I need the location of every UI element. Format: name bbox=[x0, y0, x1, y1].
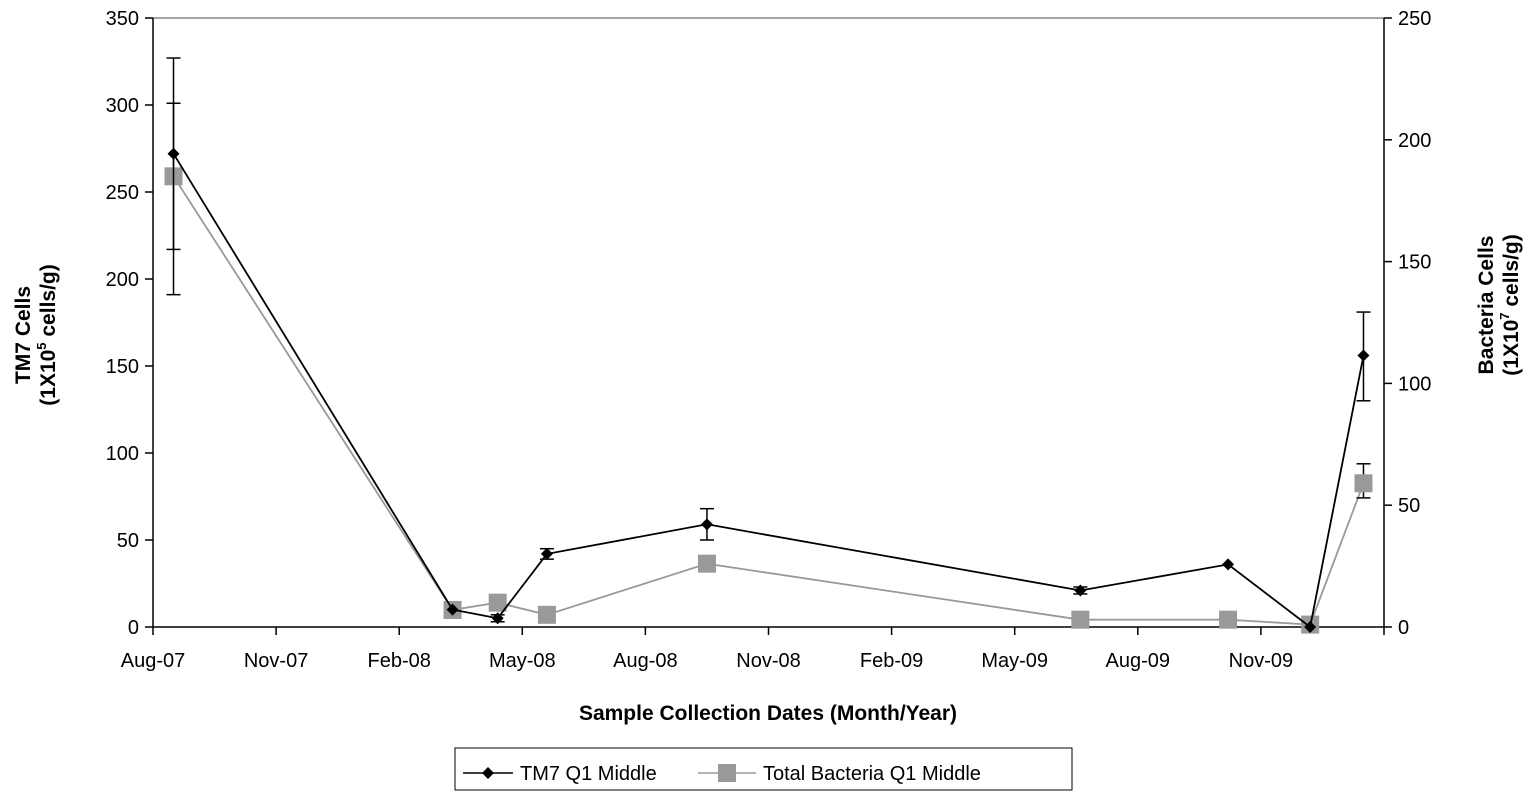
data-point-bacteria bbox=[1219, 610, 1238, 629]
left-y-tick-label: 0 bbox=[128, 617, 139, 639]
right-y-axis-title-line2: (1X107 cells/g) bbox=[1497, 234, 1523, 375]
series-layer bbox=[164, 57, 1373, 634]
legend: TM7 Q1 Middle Total Bacteria Q1 Middle bbox=[454, 747, 1073, 791]
x-tick-label: Nov-09 bbox=[1229, 650, 1293, 672]
data-point-tm7 bbox=[446, 603, 459, 616]
x-tick-label: Nov-07 bbox=[244, 650, 308, 672]
data-point-tm7 bbox=[1304, 621, 1317, 633]
legend-marker-tm7 bbox=[482, 767, 494, 779]
left-y-tick-label: 50 bbox=[117, 530, 139, 552]
x-axis-ticks: Aug-07 Nov-07 Feb-08 May-08 Aug-08 Nov-08 Feb-… bbox=[121, 627, 1385, 672]
x-tick-label: Aug-09 bbox=[1106, 650, 1171, 672]
left-y-axis-title: TM7 Cells (1X105 cells/g) bbox=[12, 264, 60, 405]
data-point-tm7 bbox=[700, 518, 713, 531]
x-tick-label: Feb-09 bbox=[860, 650, 923, 672]
data-point-tm7 bbox=[167, 147, 180, 160]
legend-box bbox=[454, 747, 1073, 791]
legend-label-bacteria: Total Bacteria Q1 Middle bbox=[763, 763, 981, 785]
legend-label-tm7: TM7 Q1 Middle bbox=[520, 763, 657, 785]
left-y-axis-ticks: 0 50 100 150 200 250 300 350 bbox=[106, 8, 153, 639]
left-y-axis-title-line1: TM7 Cells bbox=[12, 286, 35, 384]
left-y-tick-label: 150 bbox=[106, 356, 139, 378]
data-point-bacteria bbox=[1354, 474, 1373, 493]
series-line-tm7 bbox=[172, 153, 1365, 629]
right-y-tick-label: 100 bbox=[1398, 373, 1431, 395]
data-point-bacteria bbox=[537, 605, 556, 624]
left-y-tick-label: 300 bbox=[106, 95, 139, 117]
x-tick-label: Aug-07 bbox=[121, 650, 186, 672]
left-y-tick-label: 100 bbox=[106, 443, 139, 465]
data-point-bacteria bbox=[488, 593, 507, 612]
x-tick-label: May-09 bbox=[981, 650, 1048, 672]
right-y-tick-label: 0 bbox=[1398, 617, 1409, 639]
x-tick-label: Nov-08 bbox=[736, 650, 800, 672]
right-y-axis-ticks: 0 50 100 150 200 250 bbox=[1384, 8, 1431, 639]
data-point-tm7 bbox=[540, 547, 553, 560]
series-line-bacteria bbox=[172, 175, 1365, 626]
data-point-bacteria bbox=[697, 554, 716, 573]
data-point-tm7 bbox=[1074, 584, 1087, 597]
right-y-axis-title-line1: Bacteria Cells bbox=[1475, 236, 1498, 375]
x-tick-label: Feb-08 bbox=[368, 650, 431, 672]
data-point-bacteria bbox=[1071, 610, 1090, 629]
legend-marker-bacteria bbox=[718, 764, 736, 782]
left-y-axis-title-line2: (1X105 cells/g) bbox=[34, 264, 60, 405]
right-y-tick-label: 150 bbox=[1398, 252, 1431, 274]
series-bacteria bbox=[164, 102, 1373, 634]
series-tm7 bbox=[166, 57, 1371, 633]
x-axis-title: Sample Collection Dates (Month/Year) bbox=[579, 702, 957, 725]
data-point-tm7 bbox=[1357, 349, 1370, 362]
left-y-tick-label: 200 bbox=[106, 269, 139, 291]
right-y-tick-label: 250 bbox=[1398, 8, 1431, 30]
data-point-tm7 bbox=[491, 612, 504, 625]
left-y-tick-label: 350 bbox=[106, 8, 139, 30]
right-y-axis-title: Bacteria Cells (1X107 cells/g) bbox=[1475, 234, 1523, 375]
right-y-tick-label: 50 bbox=[1398, 495, 1420, 517]
data-point-tm7 bbox=[1222, 558, 1235, 571]
x-tick-label: May-08 bbox=[489, 650, 556, 672]
x-tick-label: Aug-08 bbox=[613, 650, 678, 672]
right-y-tick-label: 200 bbox=[1398, 130, 1431, 152]
left-y-tick-label: 250 bbox=[106, 182, 139, 204]
